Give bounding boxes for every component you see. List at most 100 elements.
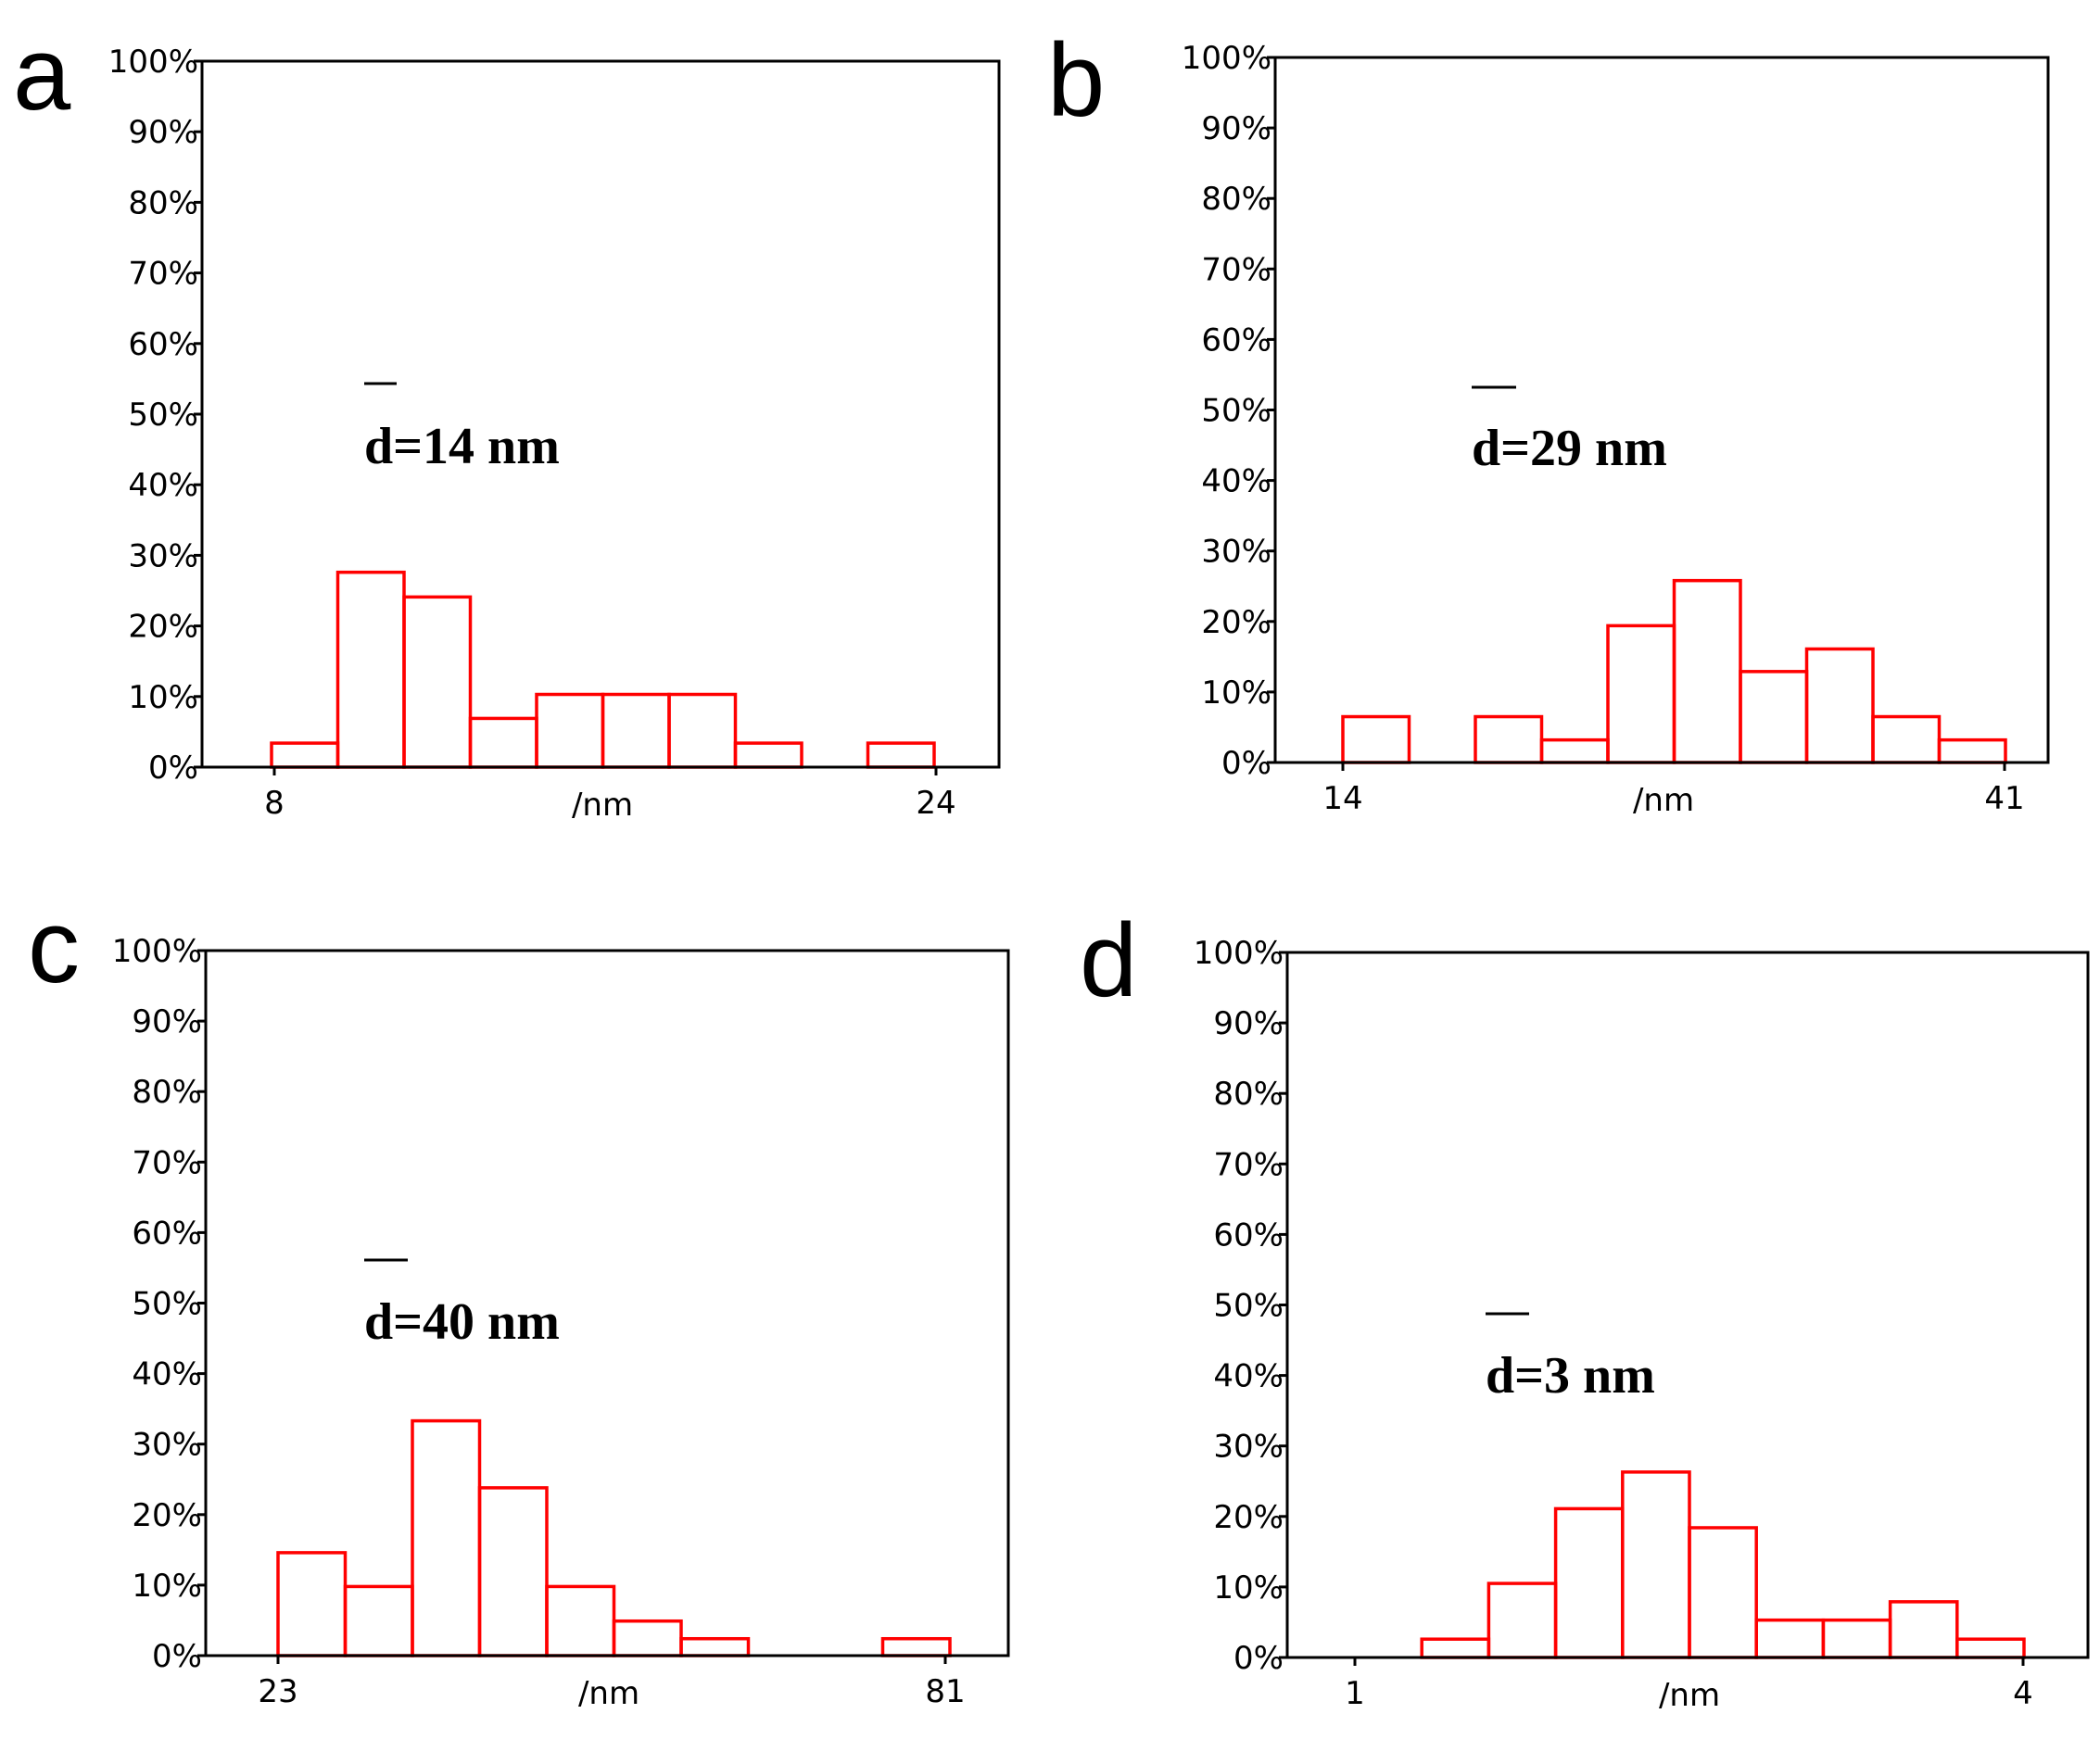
histogram-bar	[1486, 1581, 1558, 1659]
y-tick-label: 90%	[132, 1003, 202, 1040]
histogram-bar	[276, 1551, 348, 1657]
histogram-bar	[411, 1418, 482, 1657]
x-tick-label: 8	[264, 785, 285, 822]
x-tick-label: 23	[258, 1673, 297, 1710]
y-tick-label: 0%	[148, 750, 198, 787]
y-tick-label: 30%	[1201, 534, 1271, 571]
histogram-bar	[1606, 624, 1676, 764]
histogram-bar	[270, 741, 340, 769]
x-axis-title: /nm	[1659, 1677, 1720, 1714]
x-tick-label: 14	[1322, 780, 1362, 817]
panel-letter: d	[1080, 902, 1137, 1018]
y-tick-label: 90%	[128, 114, 198, 151]
histogram-bar	[1937, 737, 2007, 764]
plot-frame	[1273, 56, 2050, 764]
y-tick-label: 70%	[1213, 1146, 1284, 1183]
panel-b: b 0% 10% 20% 30% 40% 50% 60% 70% 80% 90% 100% 14 41/n…	[1047, 22, 2050, 819]
histogram-bar	[1621, 1470, 1691, 1659]
x-tick-label: 1	[1345, 1675, 1365, 1712]
y-tick-label: 100%	[1194, 935, 1284, 972]
histogram-bar	[601, 692, 671, 769]
histogram-bar	[1754, 1618, 1826, 1659]
y-tick-label: 100%	[112, 933, 202, 970]
histogram-bar	[1688, 1526, 1758, 1659]
mean-diameter-label: d=3 nm	[1486, 1347, 1655, 1405]
panel-letter: c	[28, 888, 80, 1004]
histogram-bar	[667, 692, 738, 769]
mean-diameter-label: d=40 nm	[364, 1293, 560, 1351]
y-tick-label: 0%	[152, 1638, 202, 1675]
y-tick-label: 10%	[128, 679, 198, 716]
y-tick-label: 90%	[1213, 1005, 1284, 1042]
y-tick-label: 0%	[1221, 745, 1271, 782]
mean-diameter-label: d=29 nm	[1472, 420, 1667, 477]
histogram-bar	[343, 1584, 414, 1657]
y-tick-label: 70%	[132, 1144, 202, 1181]
y-tick-label: 50%	[1201, 393, 1271, 430]
histogram-bar	[1672, 578, 1742, 764]
y-tick-label: 80%	[132, 1074, 202, 1111]
y-tick-label: 10%	[132, 1568, 202, 1605]
x-axis-title: /nm	[578, 1675, 639, 1712]
panel-letter: a	[13, 16, 71, 132]
histogram-bar	[335, 570, 406, 769]
y-tick-label: 60%	[132, 1215, 202, 1252]
histogram-bar	[679, 1636, 751, 1657]
y-tick-label: 10%	[1213, 1569, 1284, 1607]
histogram-bar	[535, 692, 605, 769]
x-tick-label: 4	[2013, 1675, 2033, 1712]
mean-diameter-label: d=14 nm	[364, 418, 560, 475]
histogram-bar	[1420, 1637, 1491, 1659]
y-tick-label: 50%	[132, 1286, 202, 1323]
y-tick-label: 70%	[128, 256, 198, 293]
y-tick-label: 40%	[132, 1356, 202, 1393]
y-tick-label: 20%	[1201, 604, 1271, 641]
y-tick-label: 90%	[1201, 110, 1271, 147]
histogram-bar	[402, 595, 473, 769]
histogram-bar	[1871, 714, 1942, 764]
y-tick-label: 10%	[1201, 674, 1271, 712]
x-tick-label: 41	[1984, 780, 2024, 817]
panel-letter: b	[1047, 22, 1105, 138]
y-tick-label: 50%	[1213, 1288, 1284, 1325]
x-tick-label: 81	[925, 1673, 965, 1710]
y-tick-label: 40%	[1201, 463, 1271, 500]
x-axis-title: /nm	[1633, 782, 1694, 819]
histogram-bar	[1341, 714, 1411, 764]
plot-frame	[1285, 951, 2090, 1659]
histogram-bar	[612, 1619, 683, 1657]
y-tick-label: 60%	[128, 326, 198, 363]
y-tick-label: 100%	[1182, 40, 1271, 77]
histogram-bar	[1888, 1600, 1959, 1659]
y-tick-label: 50%	[128, 397, 198, 434]
y-tick-label: 40%	[1213, 1358, 1284, 1395]
x-tick-label: 24	[916, 785, 955, 822]
panel-a: a 0% 10% 20% 30% 40% 50% 60% 70% 80% 90% 100% 8 24/nm…	[13, 16, 1001, 824]
y-tick-label: 30%	[1213, 1429, 1284, 1466]
y-tick-label: 60%	[1201, 321, 1271, 359]
histogram-bar	[1474, 714, 1544, 764]
y-tick-label: 40%	[128, 467, 198, 504]
histogram-bar	[1804, 647, 1875, 764]
histogram-bar	[468, 716, 538, 769]
histogram-bar	[1553, 1506, 1625, 1659]
y-tick-label: 20%	[1213, 1499, 1284, 1536]
histogram-bar	[880, 1636, 952, 1657]
y-tick-label: 80%	[128, 184, 198, 221]
y-tick-label: 70%	[1201, 251, 1271, 288]
histogram-bar	[477, 1486, 549, 1657]
y-tick-label: 30%	[128, 537, 198, 574]
histogram-bar	[866, 741, 936, 769]
histogram-bar	[1539, 737, 1610, 764]
histogram-bar	[545, 1584, 616, 1657]
y-tick-label: 80%	[1213, 1076, 1284, 1113]
plot-frame	[204, 949, 1010, 1657]
histogram-bar	[1955, 1637, 2026, 1659]
y-tick-label: 80%	[1201, 181, 1271, 218]
plot-frame	[200, 59, 1001, 769]
y-tick-label: 20%	[128, 609, 198, 646]
y-tick-label: 30%	[132, 1427, 202, 1464]
y-tick-label: 60%	[1213, 1216, 1284, 1254]
x-axis-title: /nm	[572, 787, 633, 824]
histogram-bar	[1821, 1618, 1892, 1659]
